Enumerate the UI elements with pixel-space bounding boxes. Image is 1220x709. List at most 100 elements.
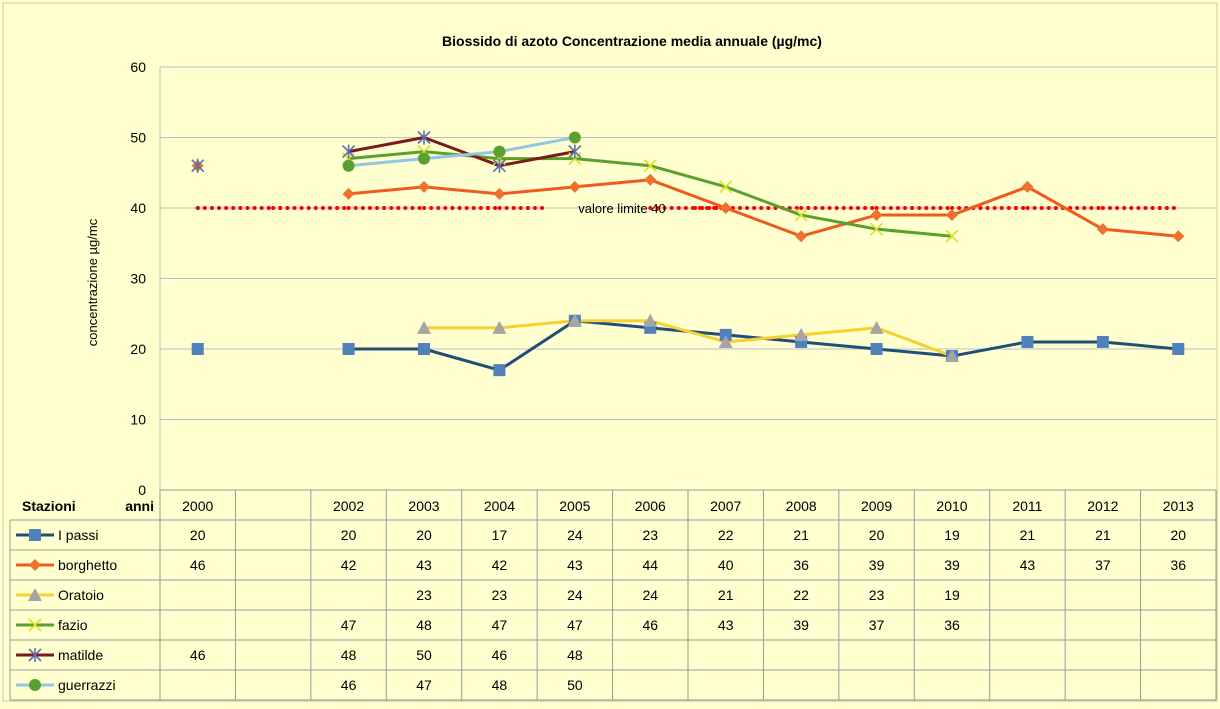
data-point-borghetto: [1172, 230, 1185, 243]
series-line-fazio: [649, 164, 727, 189]
data-point-fazio: [719, 180, 733, 194]
table-value-i-passi: 20: [869, 527, 885, 543]
table-value-i-passi: 20: [416, 527, 432, 543]
table-value-guerrazzi: 50: [567, 677, 583, 693]
x-tick-label: 2012: [1087, 498, 1118, 514]
table-value-guerrazzi: 48: [492, 677, 508, 693]
data-point-matilde: [342, 144, 356, 159]
x-tick-label: 2004: [484, 498, 515, 514]
table-value-i-passi: 20: [1170, 527, 1186, 543]
series-line-i-passi: [951, 340, 1028, 358]
y-tick-label: 10: [130, 412, 146, 428]
y-tick-label: 60: [130, 59, 146, 75]
table-value-oratoio: 24: [567, 587, 583, 603]
series-line-oratoio: [725, 333, 802, 344]
series-line-borghetto: [800, 213, 877, 238]
x-tick-label: 2003: [408, 498, 439, 514]
table-value-borghetto: 36: [1170, 557, 1186, 573]
table-value-oratoio: 19: [944, 587, 960, 603]
data-point-borghetto: [946, 209, 958, 222]
series-line-fazio: [876, 227, 953, 238]
data-point-i-passi: [1172, 343, 1185, 355]
table-value-oratoio: 21: [718, 587, 734, 603]
series-line-borghetto: [574, 178, 651, 189]
table-value-i-passi: 20: [341, 527, 357, 543]
data-point-oratoio: [718, 334, 733, 348]
series-line-i-passi: [1102, 340, 1179, 351]
x-tick-label: 2005: [559, 498, 590, 514]
table-header-anni: anni: [125, 498, 154, 514]
table-value-borghetto: 43: [1020, 557, 1036, 573]
legend-key-marker-fazio: [28, 618, 42, 632]
data-point-oratoio: [945, 349, 959, 363]
series-line-borghetto: [725, 206, 802, 238]
series-line-matilde: [348, 136, 425, 154]
data-point-borghetto: [418, 180, 430, 193]
x-tick-label: 2000: [182, 498, 213, 514]
data-point-matilde: [191, 158, 205, 173]
table-value-borghetto: 36: [793, 557, 809, 573]
table-value-borghetto: 42: [341, 557, 357, 573]
table-value-oratoio: 23: [492, 587, 508, 603]
table-value-i-passi: 21: [793, 527, 809, 543]
series-line-fazio: [574, 157, 651, 168]
table-value-borghetto: 43: [567, 557, 583, 573]
table-value-borghetto: 37: [1095, 557, 1111, 573]
table-value-guerrazzi: 47: [416, 677, 432, 693]
x-tick-label: 2010: [936, 498, 967, 514]
table-value-guerrazzi: 46: [341, 677, 357, 693]
table-value-borghetto: 44: [642, 557, 658, 573]
data-point-i-passi: [418, 343, 430, 355]
series-line-borghetto: [499, 185, 575, 196]
legend-key-marker-oratoio: [28, 588, 42, 601]
table-value-oratoio: 24: [642, 587, 658, 603]
data-point-i-passi: [493, 364, 506, 377]
series-line-oratoio: [876, 326, 953, 358]
series-line-borghetto: [649, 178, 727, 210]
table-value-oratoio: 22: [793, 587, 809, 603]
table-value-matilde: 48: [341, 647, 357, 663]
table-value-matilde: 46: [190, 647, 206, 663]
table-value-i-passi: 20: [190, 527, 206, 543]
y-tick-label: 50: [130, 130, 146, 146]
series-line-matilde: [423, 136, 500, 168]
data-point-i-passi: [719, 328, 732, 341]
table-value-i-passi: 19: [944, 527, 960, 543]
data-point-borghetto: [719, 202, 732, 214]
series-line-fazio: [348, 150, 425, 161]
table-value-fazio: 36: [944, 617, 960, 633]
series-line-borghetto: [1026, 185, 1104, 231]
table-value-oratoio: 23: [869, 587, 885, 603]
x-tick-label: 2013: [1163, 498, 1194, 514]
y-tick-label: 0: [138, 482, 146, 498]
data-point-oratoio: [417, 320, 431, 334]
data-point-fazio: [643, 159, 657, 173]
series-line-i-passi: [801, 340, 877, 351]
y-axis-label: concentrazione µg/mc: [85, 218, 100, 346]
table-value-fazio: 48: [416, 617, 432, 633]
series-line-borghetto: [951, 185, 1028, 217]
table-value-borghetto: 43: [416, 557, 432, 573]
table-value-fazio: 47: [492, 617, 508, 633]
table-value-i-passi: 17: [492, 527, 508, 543]
series-line-i-passi: [423, 347, 500, 372]
x-tick-label: 2007: [710, 498, 741, 514]
table-value-i-passi: 21: [1095, 527, 1111, 543]
table-value-fazio: 46: [642, 617, 658, 633]
data-point-borghetto: [568, 180, 581, 193]
data-point-borghetto: [870, 209, 883, 222]
table-value-borghetto: 42: [492, 557, 508, 573]
data-point-borghetto: [342, 187, 355, 200]
data-point-fazio: [945, 229, 959, 243]
table-value-oratoio: 23: [416, 587, 432, 603]
y-tick-label: 20: [130, 341, 146, 357]
legend-label-oratoio: Oratoio: [58, 587, 104, 603]
data-point-i-passi: [191, 343, 204, 355]
data-point-oratoio: [643, 313, 658, 327]
legend-key-marker-guerrazzi: [29, 679, 41, 691]
series-line-borghetto: [348, 185, 425, 196]
data-point-borghetto: [1096, 223, 1109, 236]
data-point-oratoio: [492, 320, 507, 334]
x-tick-label: 2006: [635, 498, 666, 514]
